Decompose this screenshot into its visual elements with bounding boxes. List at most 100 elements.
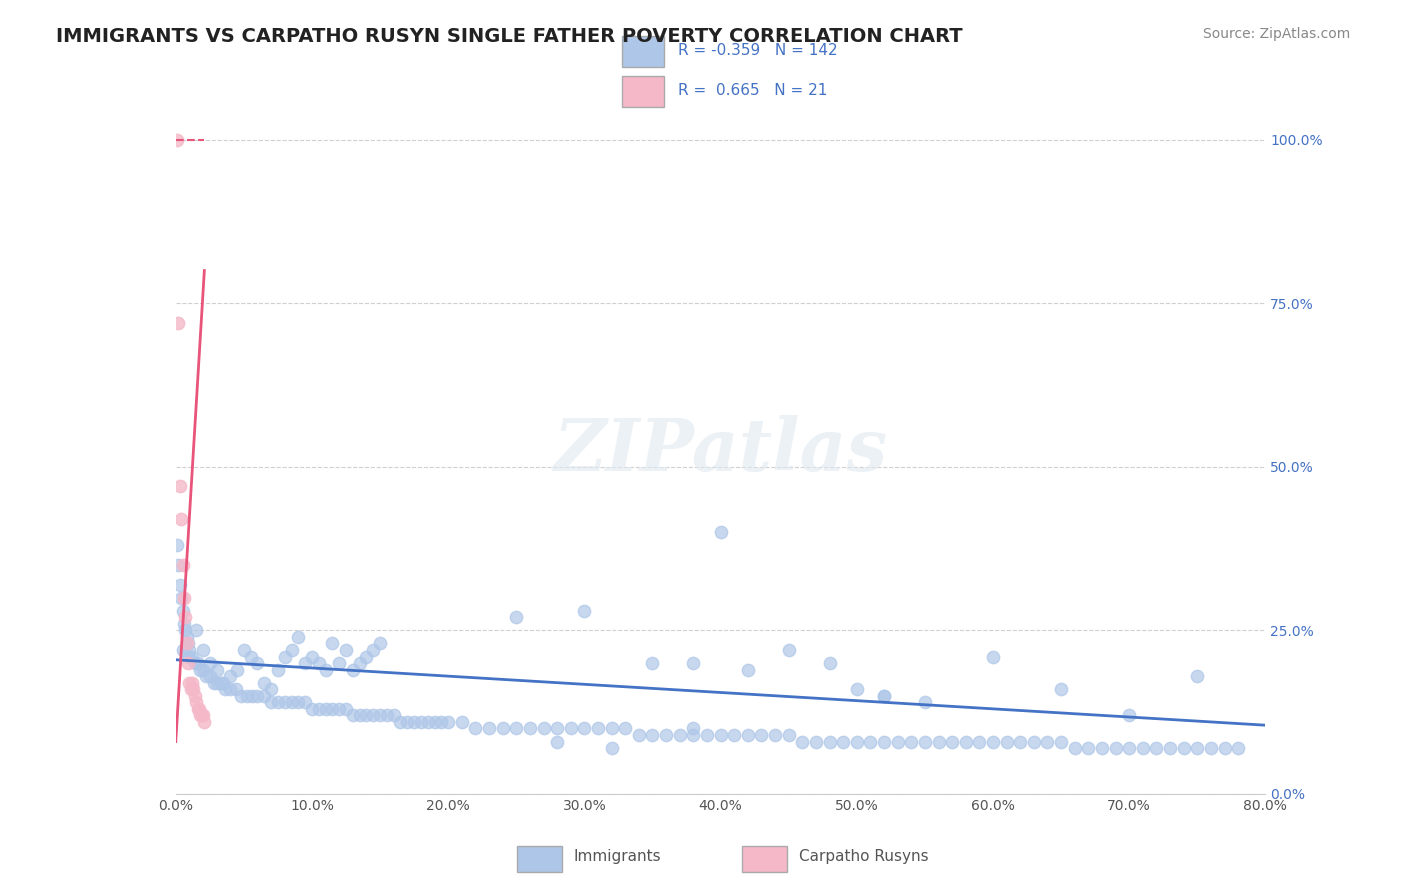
Point <box>1132 741 1154 756</box>
Point <box>253 689 276 703</box>
Point <box>1187 741 1209 756</box>
Point <box>1050 734 1073 748</box>
Point <box>202 675 225 690</box>
Point <box>859 734 882 748</box>
Point <box>246 689 269 703</box>
Point <box>321 702 343 716</box>
Point <box>172 604 194 618</box>
Point <box>170 591 193 605</box>
Point <box>205 663 228 677</box>
Point <box>696 728 718 742</box>
Point <box>240 689 263 703</box>
Point <box>184 656 207 670</box>
Point <box>280 695 302 709</box>
Point <box>1187 669 1209 683</box>
Point <box>335 702 357 716</box>
Point <box>600 741 623 756</box>
Point <box>212 675 235 690</box>
Point <box>166 133 188 147</box>
Point <box>375 708 398 723</box>
Point <box>409 714 432 729</box>
Point <box>167 316 190 330</box>
Point <box>737 728 759 742</box>
Point <box>368 636 391 650</box>
Point <box>328 656 350 670</box>
Point <box>389 714 412 729</box>
Point <box>873 689 896 703</box>
Point <box>177 656 200 670</box>
Point <box>287 630 309 644</box>
Point <box>294 656 316 670</box>
Point <box>301 702 323 716</box>
Point <box>505 722 527 736</box>
Point <box>361 708 384 723</box>
Point <box>382 708 405 723</box>
Point <box>1144 741 1167 756</box>
Point <box>356 708 378 723</box>
Text: Carpatho Rusyns: Carpatho Rusyns <box>799 849 928 863</box>
Point <box>186 624 208 638</box>
Text: IMMIGRANTS VS CARPATHO RUSYN SINGLE FATHER POVERTY CORRELATION CHART: IMMIGRANTS VS CARPATHO RUSYN SINGLE FATH… <box>56 27 963 45</box>
Point <box>315 663 337 677</box>
Point <box>232 643 254 657</box>
Point <box>191 643 214 657</box>
Point <box>778 643 800 657</box>
Point <box>267 695 290 709</box>
Point <box>1022 734 1045 748</box>
Point <box>246 656 269 670</box>
Point <box>219 669 242 683</box>
Point <box>641 656 664 670</box>
Point <box>492 722 515 736</box>
Point <box>169 577 191 591</box>
Point <box>423 714 446 729</box>
Point <box>668 728 690 742</box>
Point <box>710 728 733 742</box>
Text: Source: ZipAtlas.com: Source: ZipAtlas.com <box>1202 27 1350 41</box>
Point <box>176 630 198 644</box>
Point <box>533 722 555 736</box>
Point <box>981 649 1004 664</box>
Point <box>198 669 221 683</box>
Point <box>1159 741 1181 756</box>
Point <box>1010 734 1032 748</box>
Point <box>172 558 194 572</box>
Point <box>928 734 950 748</box>
Point <box>1118 741 1140 756</box>
Point <box>176 636 198 650</box>
Point <box>723 728 745 742</box>
Point <box>191 708 214 723</box>
Point <box>627 728 650 742</box>
Point <box>239 649 262 664</box>
Point <box>177 636 200 650</box>
Point <box>1063 741 1085 756</box>
Point <box>274 649 297 664</box>
Point <box>349 708 371 723</box>
Point <box>546 734 568 748</box>
Point <box>751 728 773 742</box>
Point <box>179 675 201 690</box>
Text: Immigrants: Immigrants <box>574 849 661 863</box>
Point <box>214 682 236 697</box>
Point <box>186 656 209 670</box>
Point <box>682 728 704 742</box>
Point <box>886 734 908 748</box>
Point <box>231 689 253 703</box>
Point <box>253 675 276 690</box>
Point <box>437 714 460 729</box>
Point <box>184 689 207 703</box>
Point <box>845 734 868 748</box>
Point <box>368 708 391 723</box>
FancyBboxPatch shape <box>621 76 665 107</box>
Point <box>1227 741 1250 756</box>
Point <box>194 669 217 683</box>
Point <box>287 695 309 709</box>
Point <box>778 728 800 742</box>
Point <box>187 702 209 716</box>
Point <box>955 734 977 748</box>
Point <box>181 649 204 664</box>
Point <box>1050 682 1073 697</box>
Point <box>430 714 453 729</box>
Point <box>941 734 963 748</box>
Point <box>404 714 426 729</box>
Point <box>478 722 501 736</box>
